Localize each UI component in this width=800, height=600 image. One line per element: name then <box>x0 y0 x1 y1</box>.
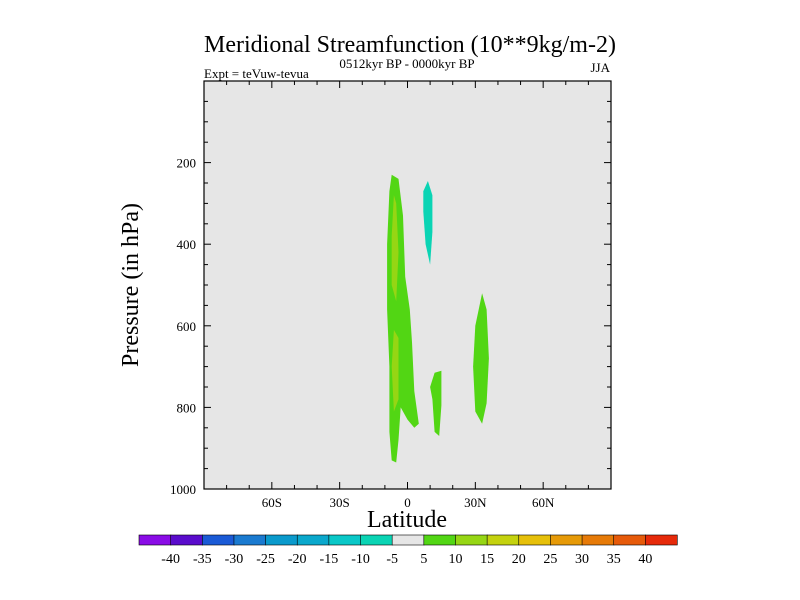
colorbar-label: -25 <box>256 552 275 567</box>
x-tick-label: 60S <box>262 495 282 510</box>
colorbar-box <box>360 534 393 546</box>
colorbar-box <box>391 534 425 546</box>
contour-region-4 <box>423 181 433 265</box>
colorbar-label: 15 <box>480 552 494 567</box>
colorbar-box <box>233 534 267 546</box>
colorbar-label: -5 <box>386 552 398 567</box>
colorbar-label: 10 <box>448 552 462 567</box>
colorbar-box <box>613 534 646 546</box>
colorbar-label: -15 <box>320 552 339 567</box>
x-tick-label: 30S <box>330 495 350 510</box>
chart-title: Meridional Streamfunction (10**9kg/m-2) <box>204 32 616 58</box>
colorbar-box <box>328 534 362 546</box>
plot-frame <box>203 80 612 490</box>
y-tick-label: 400 <box>177 237 197 252</box>
x-axis-ticks: 60S 30S 0 30N 60N <box>226 81 589 510</box>
y-tick-label: 800 <box>177 400 197 415</box>
colorbar-box <box>296 534 330 546</box>
colorbar-box <box>455 534 488 546</box>
contour-region-5 <box>430 370 442 436</box>
y-tick-label: 1000 <box>170 482 196 497</box>
colorbar-box <box>423 534 457 546</box>
colorbar-box <box>581 534 615 546</box>
contour-regions <box>387 174 489 463</box>
colorbar-label: 25 <box>543 552 557 567</box>
y-tick-label: 600 <box>177 319 197 334</box>
contour-region-6 <box>473 293 489 424</box>
plot-background <box>204 81 611 489</box>
contour-region-2 <box>391 195 399 302</box>
colorbar-box <box>265 534 298 546</box>
x-tick-label: 30N <box>464 495 487 510</box>
y-axis-label: Pressure (in hPa) <box>118 203 144 367</box>
colorbar-label: -35 <box>193 552 212 567</box>
colorbar-label: 30 <box>575 552 589 567</box>
colorbar-box <box>201 534 235 546</box>
colorbar-label: -20 <box>288 552 307 567</box>
colorbar-box <box>550 534 583 546</box>
center-string: 0512kyr BP - 0000kyr BP <box>339 56 474 71</box>
colorbar-label: 5 <box>420 552 427 567</box>
left-string: Expt = teVuw-tevua <box>204 66 309 81</box>
contour-region-3 <box>391 329 399 412</box>
colorbar-box <box>645 534 678 546</box>
colorbar-label: -40 <box>161 552 180 567</box>
colorbar-label: -30 <box>225 552 244 567</box>
x-axis-label: Latitude <box>367 507 447 533</box>
colorbar-box <box>486 534 520 546</box>
colorbar-label: -10 <box>351 552 370 567</box>
x-tick-label: 0 <box>404 495 411 510</box>
colorbar-box <box>138 534 172 546</box>
colorbar-label: 20 <box>512 552 526 567</box>
colorbar-label: 35 <box>607 552 621 567</box>
colorbar-box <box>170 534 203 546</box>
colorbar-label: 40 <box>638 552 652 567</box>
colorbar: -40 -35 -30 -25 -20 -15 -10 -5 5 10 15 20 25 30 35 40 <box>138 534 678 567</box>
colorbar-box <box>518 534 552 546</box>
x-tick-label: 60N <box>532 495 555 510</box>
y-tick-label: 200 <box>177 156 197 171</box>
right-string: JJA <box>590 60 610 75</box>
y-axis-ticks: 200 400 600 800 1000 <box>170 100 611 497</box>
